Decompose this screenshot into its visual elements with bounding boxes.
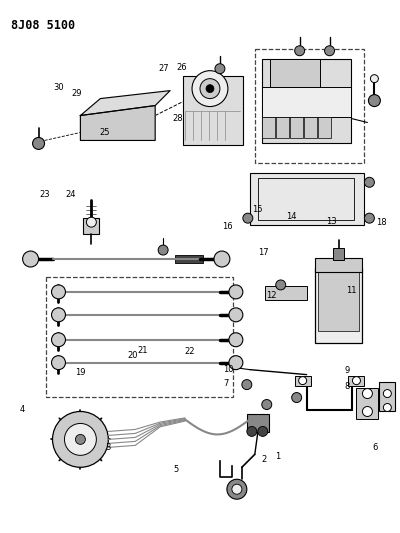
- Circle shape: [52, 285, 66, 299]
- Circle shape: [52, 308, 66, 322]
- Circle shape: [76, 434, 85, 445]
- Circle shape: [362, 389, 372, 399]
- Circle shape: [229, 308, 243, 322]
- Circle shape: [52, 333, 66, 347]
- Bar: [255, 49, 364, 163]
- Bar: [332, 248, 344, 260]
- Text: 4: 4: [20, 406, 25, 415]
- Bar: [356, 387, 378, 419]
- Text: 18: 18: [376, 219, 387, 228]
- Circle shape: [352, 377, 360, 385]
- Circle shape: [206, 85, 214, 93]
- Bar: [250, 173, 364, 225]
- Bar: [318, 271, 360, 331]
- Text: 12: 12: [266, 291, 277, 300]
- Text: 22: 22: [185, 347, 195, 356]
- Circle shape: [247, 426, 257, 437]
- Circle shape: [368, 94, 380, 107]
- Text: 5: 5: [174, 465, 179, 474]
- Text: 30: 30: [53, 83, 64, 92]
- Circle shape: [324, 46, 334, 56]
- Text: 7: 7: [223, 379, 228, 388]
- Bar: [265, 286, 307, 300]
- Bar: [262, 117, 275, 139]
- Bar: [84, 218, 99, 234]
- Circle shape: [215, 64, 225, 74]
- Circle shape: [232, 484, 242, 494]
- Bar: [262, 59, 352, 143]
- Bar: [247, 415, 269, 432]
- Bar: [183, 76, 243, 146]
- Circle shape: [229, 285, 243, 299]
- Text: 6: 6: [373, 442, 378, 451]
- Text: 24: 24: [65, 190, 76, 199]
- Text: 27: 27: [159, 64, 170, 74]
- Circle shape: [32, 138, 44, 149]
- Circle shape: [243, 213, 253, 223]
- Circle shape: [214, 251, 230, 267]
- Circle shape: [52, 411, 108, 467]
- Circle shape: [227, 479, 247, 499]
- Bar: [276, 117, 289, 139]
- Circle shape: [292, 393, 302, 402]
- Text: 28: 28: [173, 115, 183, 123]
- Bar: [270, 59, 320, 87]
- Bar: [46, 277, 233, 397]
- Circle shape: [86, 217, 96, 227]
- Bar: [379, 382, 395, 411]
- Circle shape: [200, 79, 220, 99]
- Text: 1: 1: [275, 452, 280, 461]
- Circle shape: [299, 377, 307, 385]
- Circle shape: [258, 426, 268, 437]
- Text: 26: 26: [177, 63, 187, 72]
- Circle shape: [229, 356, 243, 370]
- Text: 29: 29: [71, 90, 82, 99]
- Circle shape: [23, 251, 38, 267]
- Text: 14: 14: [286, 212, 297, 221]
- Text: 15: 15: [252, 205, 263, 214]
- Text: 10: 10: [223, 365, 233, 374]
- Bar: [295, 376, 311, 385]
- Circle shape: [192, 71, 228, 107]
- Bar: [175, 255, 203, 263]
- Bar: [304, 117, 316, 139]
- Circle shape: [362, 407, 372, 416]
- Bar: [315, 268, 362, 343]
- Bar: [262, 87, 352, 117]
- Circle shape: [383, 390, 391, 398]
- Text: 16: 16: [222, 222, 233, 231]
- Text: 8J08 5100: 8J08 5100: [11, 19, 75, 32]
- Text: 3: 3: [106, 442, 111, 451]
- Text: 11: 11: [346, 286, 357, 295]
- Circle shape: [370, 75, 378, 83]
- Circle shape: [158, 245, 168, 255]
- Text: 20: 20: [127, 351, 138, 360]
- Text: 2: 2: [261, 455, 266, 464]
- Text: 19: 19: [75, 368, 86, 377]
- Circle shape: [383, 403, 391, 411]
- Polygon shape: [80, 91, 170, 116]
- Bar: [258, 179, 354, 220]
- Text: 8: 8: [345, 382, 350, 391]
- Circle shape: [64, 423, 96, 455]
- Text: 23: 23: [39, 190, 50, 199]
- Text: 9: 9: [345, 366, 350, 375]
- Bar: [290, 117, 303, 139]
- Polygon shape: [80, 106, 155, 140]
- Circle shape: [364, 213, 374, 223]
- Text: 13: 13: [326, 217, 337, 226]
- Text: 25: 25: [99, 128, 110, 137]
- Circle shape: [242, 379, 252, 390]
- Bar: [315, 258, 362, 272]
- Circle shape: [262, 400, 272, 409]
- Circle shape: [229, 333, 243, 347]
- Text: 21: 21: [137, 346, 148, 355]
- Circle shape: [364, 177, 374, 187]
- Bar: [348, 376, 364, 385]
- Text: 17: 17: [258, 248, 269, 257]
- Circle shape: [276, 280, 286, 290]
- Circle shape: [295, 46, 305, 56]
- Bar: [318, 117, 330, 139]
- Circle shape: [52, 356, 66, 370]
